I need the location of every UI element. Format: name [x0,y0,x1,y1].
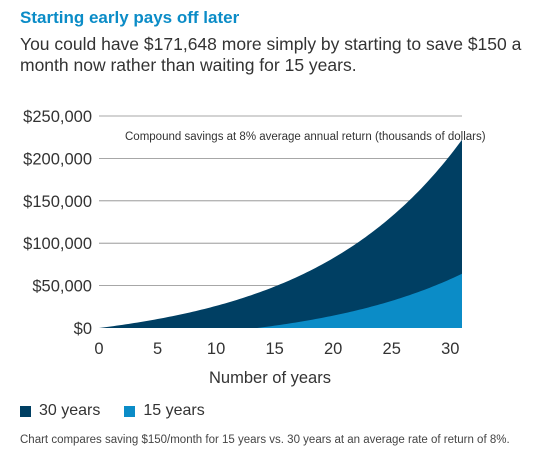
compound-savings-chart: $0 $50,000 $100,000 $150,000 $200,000 $250,00… [23,108,486,387]
legend-item-30-years: 30 years [20,402,100,420]
legend-label-30-years: 30 years [39,402,101,419]
area-series-30-years [99,139,462,328]
y-tick-label-0: $0 [74,320,92,338]
legend-swatch-15-years [124,405,136,417]
page-subtitle: You could have $171,648 more simply by s… [20,34,522,75]
x-tick-label-1: 5 [153,340,162,358]
chart-annotation: Compound savings at 8% average annual re… [125,131,486,143]
x-tick-label-4: 20 [324,340,342,358]
y-tick-label-4: $200,000 [23,150,92,168]
y-tick-label-3: $150,000 [23,193,92,211]
legend-swatch-30-years [20,405,31,417]
chart-legend: 30 years 15 years [20,402,229,420]
x-axis-label: Number of years [209,369,331,387]
legend-item-15-years: 15 years [124,402,205,420]
page-title: Starting early pays off later [20,8,240,27]
y-tick-label-5: $250,000 [23,108,92,126]
area-series-15-years [99,273,462,328]
legend-label-15-years: 15 years [143,402,205,419]
x-tick-label-3: 15 [265,340,283,358]
y-tick-label-1: $50,000 [32,278,92,296]
x-tick-label-5: 25 [383,340,401,358]
y-tick-label-2: $100,000 [23,235,92,253]
x-tick-label-2: 10 [207,340,225,358]
x-tick-label-0: 0 [94,340,103,358]
chart-footnote: Chart compares saving $150/month for 15 … [20,434,510,446]
x-tick-label-6: 30 [441,340,459,358]
